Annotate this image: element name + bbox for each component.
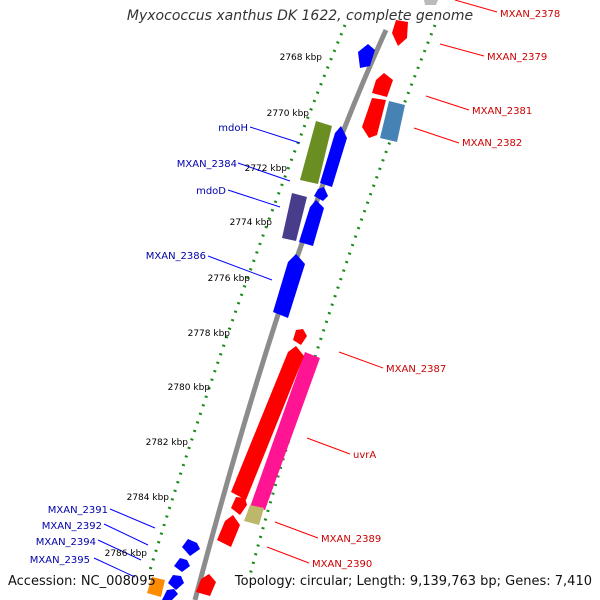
reverse-gene-labels: MXAN_2378 MXAN_2379 MXAN_2381 MXAN_2382 …	[312, 9, 560, 570]
gene-MXAN_2381	[362, 98, 386, 138]
gene-label-MXAN_2394: MXAN_2394	[36, 537, 96, 548]
gene-MXAN_2392	[174, 558, 190, 572]
gene-MXAN_2386	[273, 254, 305, 318]
gene-label-MXAN_2391: MXAN_2391	[48, 505, 108, 516]
gene-mdoD	[299, 200, 324, 246]
gene-mdoH	[320, 126, 347, 187]
gene-label-mdoD: mdoD	[196, 186, 226, 197]
kbp-tick-label: 2768 kbp	[280, 53, 323, 63]
gene-khaki	[244, 505, 264, 525]
gene-MXAN_2395	[162, 589, 178, 600]
gene-label-MXAN_2379: MXAN_2379	[487, 52, 547, 63]
gene-label-MXAN_2382: MXAN_2382	[462, 138, 522, 149]
gene-label-MXAN_2390: MXAN_2390	[312, 559, 372, 570]
forward-leaders	[93, 126, 301, 578]
reverse-leaders	[266, 0, 498, 564]
gene-MXAN_2390	[196, 574, 216, 596]
kbp-tick-label: 2786 kbp	[105, 549, 148, 559]
gene-MXAN_2379	[372, 73, 393, 97]
gene-steelblue	[380, 101, 405, 142]
gene-label-uvrA: uvrA	[353, 450, 376, 461]
gene-label-MXAN_2386: MXAN_2386	[146, 251, 206, 262]
forward-genes	[162, 44, 375, 600]
forward-gene-labels: mdoH MXAN_2384 mdoD MXAN_2386 MXAN_2391 …	[30, 123, 248, 566]
inner-right-track	[248, 24, 437, 576]
gene-magenta	[250, 352, 320, 510]
gene-gray	[424, 0, 438, 5]
gene-label-MXAN_2378: MXAN_2378	[500, 9, 560, 20]
kbp-tick-label: 2772 kbp	[245, 164, 288, 174]
kbp-tick-label: 2774 kbp	[230, 218, 273, 228]
topology-text: Topology: circular; Length: 9,139,763 bp…	[234, 574, 592, 589]
kbp-tick-label: 2776 kbp	[208, 274, 251, 284]
reverse-genes	[196, 20, 408, 596]
gene-MXAN_2387	[231, 346, 304, 500]
gene-uvrA-red	[231, 497, 247, 515]
kbp-tick-labels: 2768 kbp 2770 kbp 2772 kbp 2774 kbp 2776…	[105, 53, 323, 559]
map-title: Myxococcus xanthus DK 1622, complete gen…	[126, 8, 474, 24]
gene-MXAN_2389	[217, 515, 240, 547]
accession-text: Accession: NC_008095	[8, 574, 156, 589]
kbp-tick-label: 2770 kbp	[267, 109, 310, 119]
kbp-tick-label: 2778 kbp	[188, 329, 231, 339]
kbp-tick-label: 2784 kbp	[127, 493, 170, 503]
gene-MXAN_2391	[182, 539, 200, 556]
gene-orange	[147, 577, 165, 597]
gene-MXAN_2387-small	[293, 329, 307, 345]
gene-MXAN_2378	[392, 20, 408, 46]
gene-forward-a	[358, 44, 375, 68]
gene-MXAN_2384	[314, 187, 328, 201]
gene-label-MXAN_2387: MXAN_2387	[386, 364, 446, 375]
gene-purple	[282, 193, 307, 241]
gene-label-MXAN_2392: MXAN_2392	[42, 521, 102, 532]
gene-label-mdoH: mdoH	[218, 123, 248, 134]
gene-MXAN_2394	[168, 575, 184, 590]
gene-label-MXAN_2384: MXAN_2384	[177, 159, 237, 170]
gene-label-MXAN_2381: MXAN_2381	[472, 106, 532, 117]
gene-olive	[300, 121, 332, 184]
kbp-tick-label: 2780 kbp	[168, 383, 211, 393]
kbp-tick-label: 2782 kbp	[146, 438, 189, 448]
gene-label-MXAN_2389: MXAN_2389	[321, 534, 381, 545]
gene-label-MXAN_2395: MXAN_2395	[30, 555, 90, 566]
